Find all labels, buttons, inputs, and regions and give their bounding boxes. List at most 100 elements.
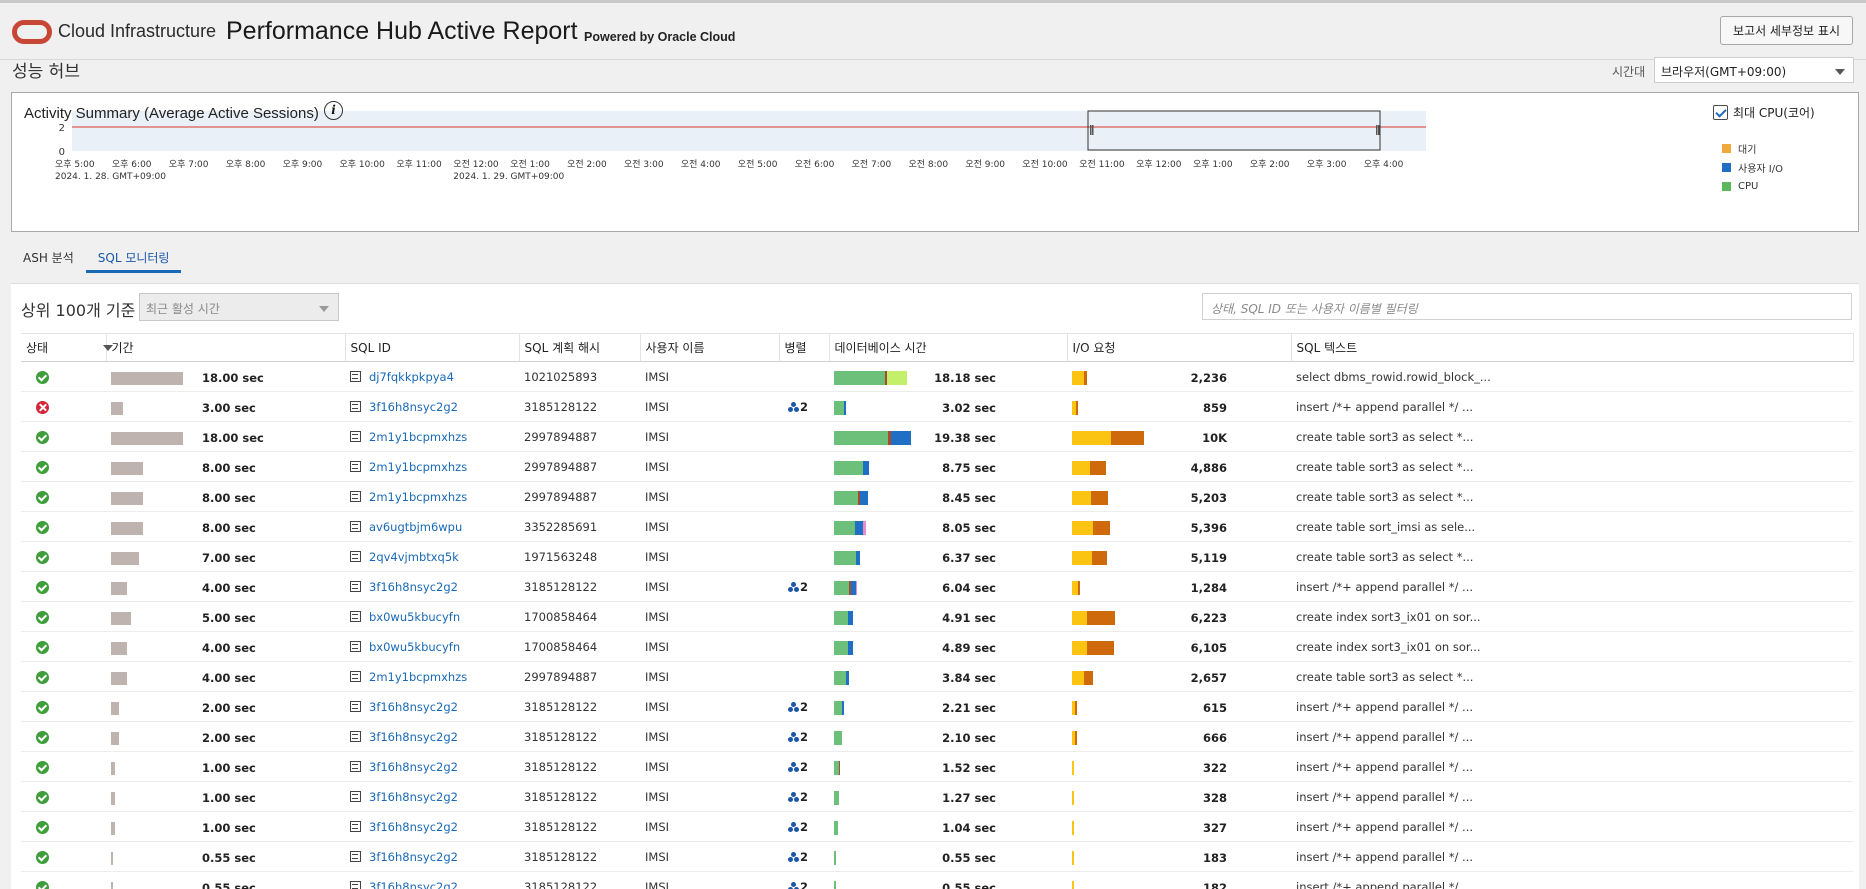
table-row[interactable]: 4.00 sec 3f16h8nsyc2g2 3185128122 IMSI 2 6.04… bbox=[21, 571, 1853, 602]
sql-details-icon[interactable] bbox=[350, 790, 361, 802]
sql-id-link[interactable]: 3f16h8nsyc2g2 bbox=[369, 729, 458, 744]
y-tick-label: 2 bbox=[59, 123, 65, 134]
db-time-segment bbox=[834, 401, 844, 415]
table-row[interactable]: 0.55 sec 3f16h8nsyc2g2 3185128122 IMSI 2 0.55… bbox=[21, 841, 1853, 872]
io-segment bbox=[1092, 551, 1108, 565]
column-header[interactable]: 데이터베이스 시간 bbox=[829, 333, 1068, 362]
db-time-bar bbox=[834, 491, 868, 505]
duration-value: 4.00 sec bbox=[202, 581, 256, 595]
table-row[interactable]: 7.00 sec 2qv4vjmbtxq5k 1971563248 IMSI 6.37 … bbox=[21, 541, 1853, 572]
table-row[interactable]: 5.00 sec bx0wu5kbucyfn 1700858464 IMSI 4.91 … bbox=[21, 601, 1853, 632]
sql-details-icon[interactable] bbox=[350, 820, 361, 832]
table-row[interactable]: 8.00 sec 2m1y1bcpmxhzs 2997894887 IMSI 8.75 … bbox=[21, 451, 1853, 482]
max-cpu-toggle[interactable]: 최대 CPU(코어) bbox=[1713, 104, 1815, 121]
sql-id-link[interactable]: dj7fqkkpkpya4 bbox=[369, 369, 454, 384]
table-row[interactable]: 2.00 sec 3f16h8nsyc2g2 3185128122 IMSI 2 2.10… bbox=[21, 721, 1853, 752]
sql-details-icon[interactable] bbox=[350, 640, 361, 652]
sql-id-link[interactable]: 2m1y1bcpmxhzs bbox=[369, 669, 468, 684]
sql-details-icon[interactable] bbox=[350, 670, 361, 682]
table-row[interactable]: 1.00 sec 3f16h8nsyc2g2 3185128122 IMSI 2 1.52… bbox=[21, 751, 1853, 782]
table-row[interactable]: 4.00 sec bx0wu5kbucyfn 1700858464 IMSI 4.89 … bbox=[21, 631, 1853, 662]
table-row[interactable]: 2.00 sec 3f16h8nsyc2g2 3185128122 IMSI 2 2.21… bbox=[21, 691, 1853, 722]
parallel-icon-dot bbox=[791, 821, 796, 827]
duration-value: 8.00 sec bbox=[202, 461, 256, 475]
sort-select[interactable]: 최근 활성 시간 bbox=[139, 293, 339, 321]
sql-details-icon[interactable] bbox=[350, 760, 361, 772]
sql-details-icon[interactable] bbox=[350, 460, 361, 472]
column-header[interactable]: SQL ID bbox=[345, 333, 520, 362]
sql-details-icon[interactable] bbox=[350, 430, 361, 442]
sql-id-link[interactable]: 3f16h8nsyc2g2 bbox=[369, 759, 458, 774]
table-row[interactable]: 3.00 sec 3f16h8nsyc2g2 3185128122 IMSI 2 3.02… bbox=[21, 391, 1853, 422]
db-time-segment bbox=[834, 821, 838, 835]
sql-id-link[interactable]: 2m1y1bcpmxhzs bbox=[369, 459, 468, 474]
sql-id-link[interactable]: 3f16h8nsyc2g2 bbox=[369, 819, 458, 834]
sql-id-link[interactable]: 3f16h8nsyc2g2 bbox=[369, 699, 458, 714]
date-label: 2024. 1. 29. GMT+09:00 bbox=[453, 172, 564, 182]
sql-id-link[interactable]: 3f16h8nsyc2g2 bbox=[369, 399, 458, 414]
table-row[interactable]: 1.00 sec 3f16h8nsyc2g2 3185128122 IMSI 2 1.04… bbox=[21, 811, 1853, 842]
sql-details-icon[interactable] bbox=[350, 520, 361, 532]
table-row[interactable]: 18.00 sec dj7fqkkpkpya4 1021025893 IMSI 18.1… bbox=[21, 361, 1853, 392]
db-time-segment bbox=[834, 791, 839, 805]
sql-details-icon[interactable] bbox=[350, 880, 361, 889]
sql-details-icon[interactable] bbox=[350, 400, 361, 412]
max-cpu-checkbox[interactable] bbox=[1713, 105, 1728, 120]
table-row[interactable]: 4.00 sec 2m1y1bcpmxhzs 2997894887 IMSI 3.84 … bbox=[21, 661, 1853, 692]
sql-details-icon[interactable] bbox=[350, 550, 361, 562]
column-header[interactable]: SQL 계획 해시 bbox=[519, 333, 641, 362]
sql-id-link[interactable]: av6ugtbjm6wpu bbox=[369, 519, 463, 534]
column-header[interactable]: 기간 bbox=[106, 333, 346, 362]
table-row[interactable]: 8.00 sec av6ugtbjm6wpu 3352285691 IMSI 8.05 … bbox=[21, 511, 1853, 542]
tab-ash-analysis[interactable]: ASH 분석 bbox=[23, 251, 74, 265]
report-details-button[interactable]: 보고서 세부정보 표시 bbox=[1720, 16, 1853, 45]
sql-id-link[interactable]: 3f16h8nsyc2g2 bbox=[369, 789, 458, 804]
db-time-bar bbox=[834, 371, 907, 385]
x-tick-label: 오후 3:00 bbox=[1307, 159, 1347, 170]
table-row[interactable]: 0.55 sec 3f16h8nsyc2g2 3185128122 IMSI 2 0.55… bbox=[21, 871, 1853, 889]
io-requests-cell: 666 bbox=[1067, 721, 1291, 752]
sql-details-icon[interactable] bbox=[350, 850, 361, 862]
duration-bar bbox=[111, 792, 116, 805]
timezone-select[interactable]: 브라우저(GMT+09:00) bbox=[1654, 57, 1854, 83]
success-icon bbox=[36, 790, 49, 804]
user-name-cell: IMSI bbox=[640, 691, 779, 722]
sql-id-link[interactable]: bx0wu5kbucyfn bbox=[369, 639, 461, 654]
db-time-value: 0.55 sec bbox=[942, 881, 996, 889]
column-header[interactable]: 병렬 bbox=[779, 333, 830, 362]
column-header[interactable]: 사용자 이름 bbox=[640, 333, 780, 362]
sql-details-icon[interactable] bbox=[350, 370, 361, 382]
sql-id-link[interactable]: 3f16h8nsyc2g2 bbox=[369, 879, 458, 889]
tab-sql-monitoring[interactable]: SQL 모니터링 bbox=[85, 243, 182, 273]
activity-chart[interactable]: 2 0오후 5:00 오후 6:00 오후 7:00 오후 8:00 오후 9:00 오후 … bbox=[12, 93, 1858, 231]
column-header[interactable]: SQL 텍스트 bbox=[1291, 333, 1854, 362]
plan-hash-cell: 2997894887 bbox=[519, 481, 640, 512]
sql-id-link[interactable]: 2qv4vjmbtxq5k bbox=[369, 549, 459, 564]
legend-item: 대기 bbox=[1722, 139, 1783, 158]
duration-value: 5.00 sec bbox=[202, 611, 256, 625]
db-time-value: 6.37 sec bbox=[942, 551, 996, 565]
table-row[interactable]: 8.00 sec 2m1y1bcpmxhzs 2997894887 IMSI 8.45 … bbox=[21, 481, 1853, 512]
sql-details-icon[interactable] bbox=[350, 580, 361, 592]
table-row[interactable]: 1.00 sec 3f16h8nsyc2g2 3185128122 IMSI 2 1.27… bbox=[21, 781, 1853, 812]
sql-id-link[interactable]: bx0wu5kbucyfn bbox=[369, 609, 461, 624]
io-requests-value: 2,657 bbox=[1190, 671, 1227, 685]
sql-details-icon[interactable] bbox=[350, 700, 361, 712]
sql-id-cell: 3f16h8nsyc2g2 bbox=[345, 691, 519, 722]
db-time-segment bbox=[855, 581, 858, 595]
sql-id-link[interactable]: 3f16h8nsyc2g2 bbox=[369, 579, 458, 594]
duration-bar bbox=[111, 732, 119, 745]
column-header[interactable]: I/O 요청 bbox=[1067, 333, 1292, 362]
sql-id-link[interactable]: 2m1y1bcpmxhzs bbox=[369, 489, 468, 504]
sql-details-icon[interactable] bbox=[350, 730, 361, 742]
info-icon[interactable]: i bbox=[324, 101, 343, 120]
table-row[interactable]: 18.00 sec 2m1y1bcpmxhzs 2997894887 IMSI 19.3… bbox=[21, 421, 1853, 452]
sql-details-icon[interactable] bbox=[350, 490, 361, 502]
parallel-cell bbox=[779, 421, 829, 452]
filter-input[interactable]: 상태, SQL ID 또는 사용자 이름별 필터링 bbox=[1202, 293, 1852, 320]
sql-id-link[interactable]: 2m1y1bcpmxhzs bbox=[369, 429, 468, 444]
sql-details-icon[interactable] bbox=[350, 610, 361, 622]
sql-id-cell: 3f16h8nsyc2g2 bbox=[345, 721, 519, 752]
column-header[interactable]: 상태 bbox=[21, 333, 113, 362]
sql-id-link[interactable]: 3f16h8nsyc2g2 bbox=[369, 849, 458, 864]
